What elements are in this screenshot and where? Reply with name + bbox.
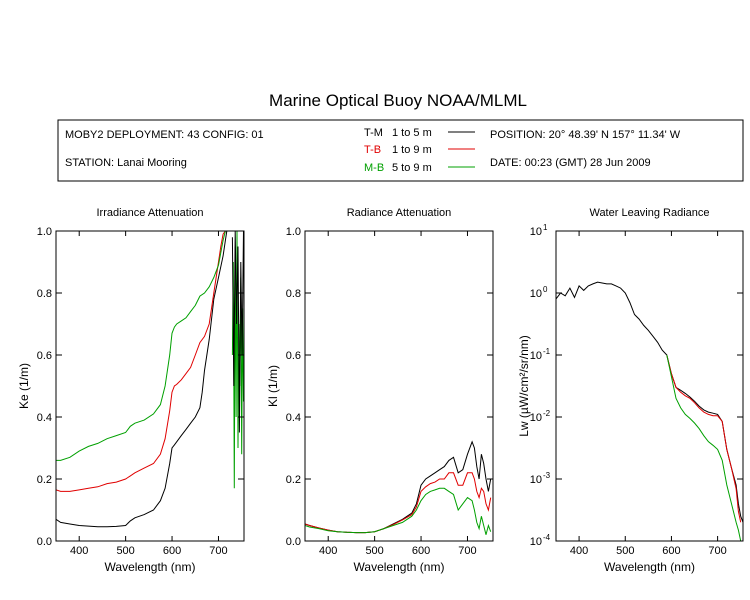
y-tick-exponent: 1: [543, 223, 548, 232]
y-tick-label: 0.6: [37, 350, 52, 362]
series-line-t-m: [56, 231, 228, 528]
legend-range-m-b: 5 to 9 m: [392, 162, 432, 174]
x-axis-label: Wavelength (nm): [354, 560, 445, 574]
y-tick-label: 1.0: [37, 226, 52, 238]
chart-title: Water Leaving Radiance: [589, 207, 709, 219]
x-tick-label: 700: [458, 545, 476, 557]
plot-frame: [55, 230, 245, 542]
series-line-t-b: [56, 231, 226, 492]
y-tick-exponent: -3: [543, 471, 551, 480]
series-group: [56, 231, 244, 528]
chart-title: Irradiance Attenuation: [96, 207, 203, 219]
date-text: DATE: 00:23 (GMT) 28 Jun 2009: [490, 157, 651, 169]
y-axis-label: Kl (1/m): [266, 365, 280, 407]
series-line-t-b: [666, 354, 742, 523]
x-tick-label: 600: [163, 545, 181, 557]
series-line-t-m: [305, 440, 492, 534]
page-title: Marine Optical Buoy NOAA/MLML: [269, 91, 527, 110]
y-tick-exponent: -1: [543, 347, 551, 356]
y-tick-label: 0.6: [286, 350, 301, 362]
charts-container: Irradiance Attenuation 400 500 600 700 0.0 0.2…: [17, 207, 744, 574]
legend-code-t-b: T-B: [364, 144, 381, 156]
y-axis-label: Ke (1/m): [17, 363, 31, 409]
x-axis-label: Wavelength (nm): [604, 560, 695, 574]
x-axis-label: Wavelength (nm): [105, 560, 196, 574]
x-tick-label: 500: [616, 545, 634, 557]
legend-range-t-b: 1 to 9 m: [392, 144, 432, 156]
legend: T-M 1 to 5 m T-B 1 to 9 m M-B 5 to 9 m: [364, 127, 475, 174]
chart-title: Radiance Attenuation: [347, 207, 452, 219]
y-tick-label: 0.2: [286, 474, 301, 486]
plot-frame: [304, 230, 494, 542]
legend-code-m-b: M-B: [364, 162, 384, 174]
y-tick-label: 10: [530, 412, 542, 424]
series-line-t-m: [556, 281, 743, 523]
series-line-m-b-noise: [231, 231, 244, 489]
y-tick-exponent: -2: [543, 409, 551, 418]
x-tick-label: 400: [319, 545, 337, 557]
series-line-m-b: [666, 354, 742, 541]
y-axis-label: Lw (µW/cm²/sr/nm): [517, 335, 531, 437]
series-line-m-b: [56, 231, 226, 461]
y-tick-label: 1.0: [286, 226, 301, 238]
x-tick-label: 400: [70, 545, 88, 557]
y-tick-label: 0.0: [286, 536, 301, 548]
y-tick-label: 0.4: [37, 412, 52, 424]
x-tick-label: 500: [365, 545, 383, 557]
x-tick-label: 500: [116, 545, 134, 557]
series-group: [305, 440, 492, 535]
y-tick-label: 0.2: [37, 474, 52, 486]
series-line-m-b: [305, 487, 492, 535]
y-tick-label: 0.8: [37, 288, 52, 300]
y-tick-exponent: 0: [543, 285, 548, 294]
plot-frame: [555, 230, 744, 542]
x-tick-label: 700: [708, 545, 726, 557]
station-text: STATION: Lanai Mooring: [65, 157, 187, 169]
y-tick-label: 10: [530, 474, 542, 486]
position-text: POSITION: 20° 48.39' N 157° 11.34' W: [490, 129, 681, 141]
legend-range-t-m: 1 to 5 m: [392, 127, 432, 139]
y-tick-label: 10: [530, 226, 542, 238]
y-tick-label: 0.8: [286, 288, 301, 300]
chart-panel-2: Radiance Attenuation 400 500 600 700 0.0 0.2 0.…: [266, 207, 494, 574]
chart-panel-1: Irradiance Attenuation 400 500 600 700 0.0 0.2…: [17, 207, 245, 574]
legend-code-t-m: T-M: [364, 127, 383, 139]
y-tick-label: 0.0: [37, 536, 52, 548]
y-tick-label: 0.4: [286, 412, 301, 424]
x-tick-label: 700: [209, 545, 227, 557]
info-box: [57, 119, 744, 182]
y-tick-label: 10: [530, 350, 542, 362]
series-line-t-m-noise: [231, 231, 244, 433]
y-tick-label: 10: [530, 536, 542, 548]
y-tick-exponent: -4: [543, 533, 551, 542]
x-tick-label: 400: [570, 545, 588, 557]
y-tick-label: 10: [530, 288, 542, 300]
x-tick-label: 600: [412, 545, 430, 557]
x-tick-label: 600: [662, 545, 680, 557]
series-group: [556, 281, 743, 541]
deployment-text: MOBY2 DEPLOYMENT: 43 CONFIG: 01: [65, 129, 264, 141]
